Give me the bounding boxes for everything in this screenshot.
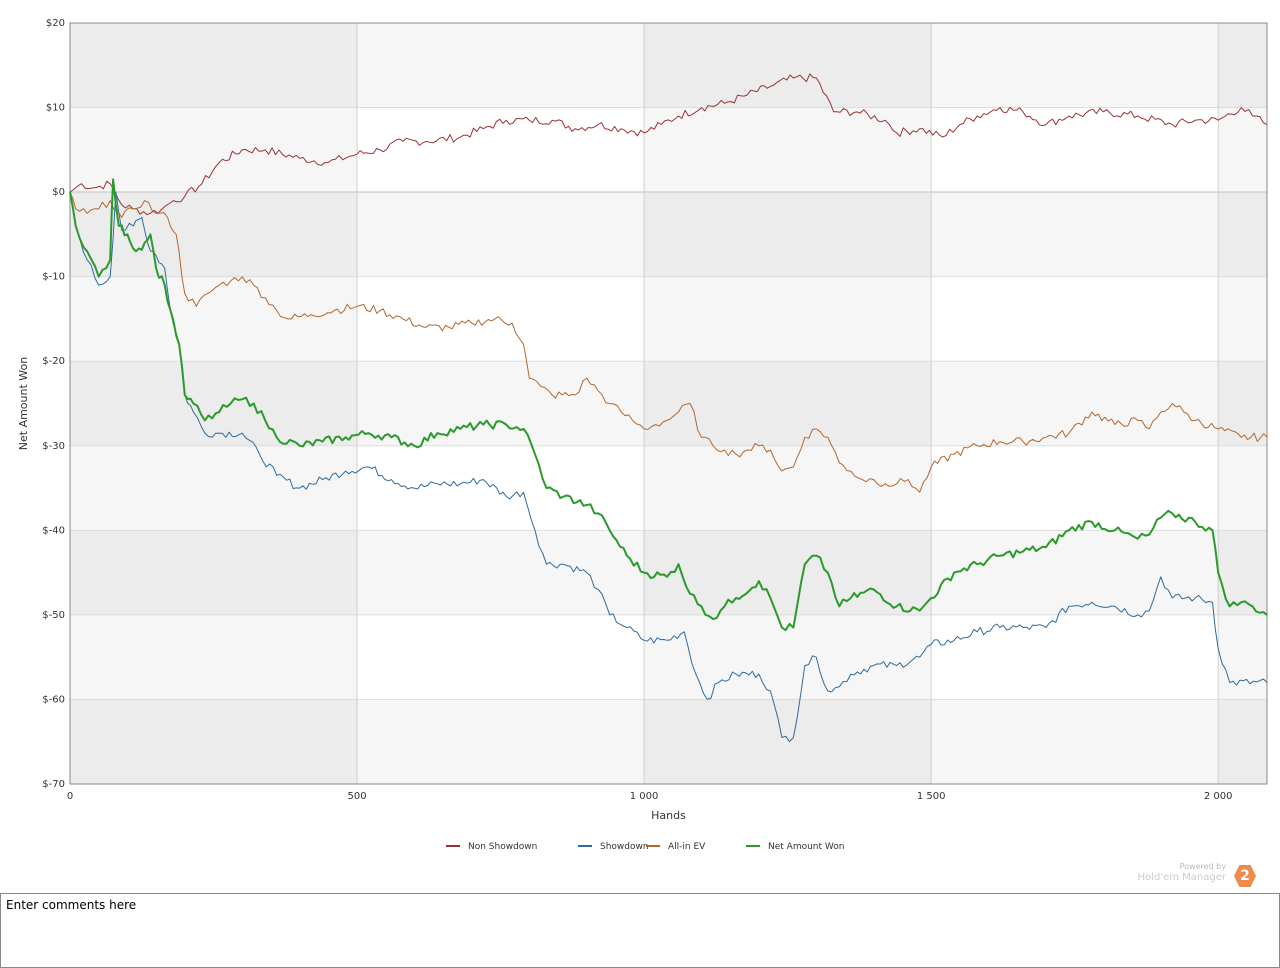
series-line-all-in-ev — [69, 191, 1268, 493]
equity-chart: $20 $10 $0 $-10 $-20 $-30 $-40 $-50 $-60 $-70 0 50… — [17, 18, 1268, 852]
branding: Powered by Hold'em Manager 2 — [1130, 860, 1260, 890]
x-tick-label: 1 000 — [630, 791, 659, 802]
x-tick-label: 0 — [67, 791, 73, 802]
y-tick-label: $-70 — [42, 779, 65, 790]
plot-band — [357, 614, 645, 700]
plot-band — [1218, 614, 1267, 700]
plot-band — [644, 361, 932, 446]
y-tick-label: $-60 — [42, 694, 65, 705]
y-axis-title: Net Amount Won — [17, 357, 30, 450]
plot-band — [644, 23, 932, 108]
plot-band — [1218, 699, 1267, 784]
plot-band — [357, 23, 645, 108]
grid-lines — [69, 22, 1268, 785]
comments-box[interactable]: Enter comments here — [0, 893, 1280, 968]
plot-band — [644, 445, 932, 531]
x-axis-title: Hands — [651, 809, 686, 822]
y-tick-label: $-40 — [42, 525, 65, 536]
legend-label: All-in EV — [668, 842, 706, 852]
plot-band — [931, 699, 1219, 784]
plot-band — [931, 445, 1219, 531]
x-tick-label: 2 000 — [1204, 791, 1233, 802]
plot-band — [1218, 23, 1267, 108]
plot-band — [931, 107, 1219, 193]
series-lines — [69, 73, 1268, 743]
plot-band — [931, 614, 1219, 700]
plot-band — [931, 530, 1219, 615]
plot-band — [70, 107, 358, 193]
y-axis-ticks: $20 $10 $0 $-10 $-20 $-30 $-40 $-50 $-60 $-70 — [42, 18, 65, 790]
series-line-showdown — [69, 191, 1268, 743]
plot-band — [1218, 192, 1267, 277]
x-tick-label: 1 500 — [917, 791, 946, 802]
plot-border — [69, 22, 1268, 785]
plot-band — [70, 530, 358, 615]
legend: Non Showdown Showdown All-in EV Net Amount … — [446, 842, 844, 852]
product-name: Hold'em Manager — [1137, 872, 1226, 883]
plot-band — [70, 23, 358, 108]
plot-band — [70, 699, 358, 784]
plot-band — [644, 192, 932, 277]
plot-band — [70, 445, 358, 531]
y-tick-label: $-20 — [42, 356, 65, 367]
plot-band — [644, 614, 932, 700]
y-tick-label: $-50 — [42, 610, 65, 621]
y-tick-label: $10 — [46, 103, 65, 114]
plot-band — [1218, 107, 1267, 193]
plot-band — [357, 530, 645, 615]
plot-band — [931, 192, 1219, 277]
plot-band — [70, 361, 358, 446]
x-axis-ticks: 0 500 1 000 1 500 2 000 — [67, 791, 1233, 802]
plot-band — [357, 699, 645, 784]
hem2-logo-icon: 2 — [1234, 865, 1256, 887]
plot-band — [931, 23, 1219, 108]
plot-band — [357, 445, 645, 531]
plot-band — [357, 361, 645, 446]
y-tick-label: $-30 — [42, 441, 65, 452]
comments-placeholder: Enter comments here — [6, 898, 137, 912]
plot-background — [70, 23, 1267, 784]
plot-band — [357, 107, 645, 193]
x-tick-label: 500 — [348, 791, 367, 802]
legend-label: Net Amount Won — [768, 842, 844, 852]
plot-band — [931, 361, 1219, 446]
y-tick-label: $20 — [46, 18, 65, 29]
plot-band — [644, 276, 932, 362]
y-tick-label: $0 — [52, 187, 65, 198]
series-line-non-showdown — [69, 73, 1268, 216]
legend-label: Showdown — [600, 842, 649, 852]
plot-band — [644, 699, 932, 784]
plot-band — [644, 107, 932, 193]
plot-band — [1218, 361, 1267, 446]
plot-band — [357, 192, 645, 277]
powered-by-text: Powered by — [1179, 862, 1226, 871]
series-line-net-amount-won — [69, 178, 1268, 632]
y-tick-label: $-10 — [42, 272, 65, 283]
plot-band — [931, 276, 1219, 362]
legend-label: Non Showdown — [468, 842, 537, 852]
plot-band — [1218, 445, 1267, 531]
plot-band — [70, 614, 358, 700]
plot-band — [1218, 276, 1267, 362]
plot-band — [70, 276, 358, 362]
